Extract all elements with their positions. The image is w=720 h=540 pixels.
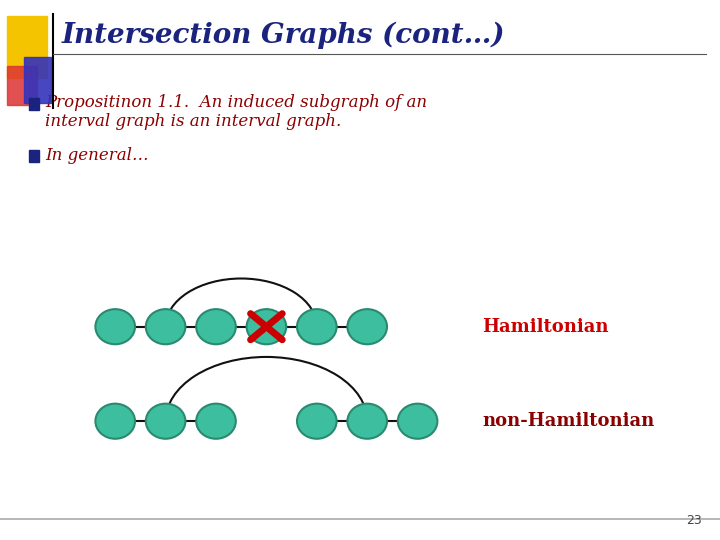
Text: Intersection Graphs (cont…): Intersection Graphs (cont…) <box>61 22 505 49</box>
Ellipse shape <box>246 309 287 345</box>
Ellipse shape <box>95 404 135 438</box>
Text: interval graph is an interval graph.: interval graph is an interval graph. <box>45 113 341 130</box>
Text: non-Hamiltonian: non-Hamiltonian <box>482 412 654 430</box>
Ellipse shape <box>297 309 337 345</box>
Text: 23: 23 <box>686 514 702 526</box>
Bar <box>24 57 51 103</box>
Bar <box>29 98 39 110</box>
Ellipse shape <box>145 404 186 438</box>
Text: In general…: In general… <box>45 147 149 164</box>
Text: Hamiltonian: Hamiltonian <box>482 318 609 336</box>
Ellipse shape <box>297 404 337 438</box>
Bar <box>7 16 47 78</box>
Ellipse shape <box>347 404 387 438</box>
Ellipse shape <box>196 309 236 345</box>
Bar <box>7 66 37 105</box>
Ellipse shape <box>196 404 236 438</box>
Ellipse shape <box>347 309 387 345</box>
Text: Propositinon 1.1.  An induced subgraph of an: Propositinon 1.1. An induced subgraph of… <box>45 94 428 111</box>
Ellipse shape <box>145 309 186 345</box>
Ellipse shape <box>397 404 438 438</box>
Bar <box>29 150 39 162</box>
Ellipse shape <box>95 309 135 345</box>
